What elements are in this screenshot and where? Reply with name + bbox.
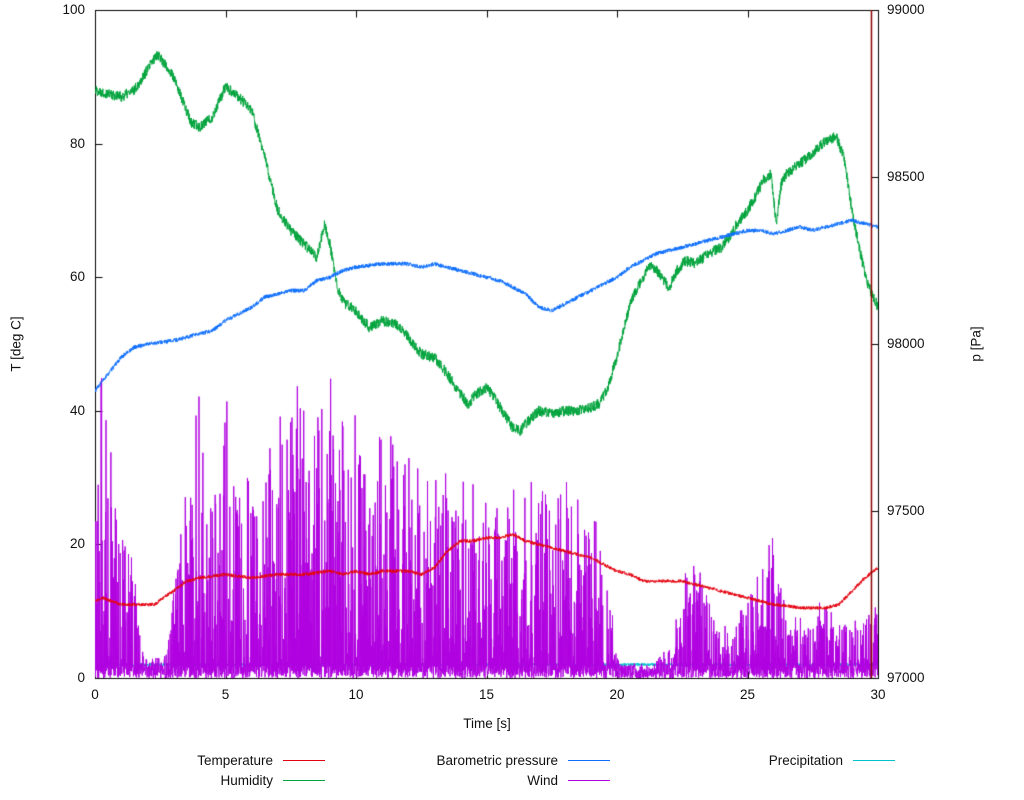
y-left-tick-label: 80 xyxy=(69,135,85,151)
legend-item-barometric-pressure: Barometric pressure xyxy=(325,753,610,768)
x-tick-label: 25 xyxy=(739,687,756,702)
x-tick-label: 15 xyxy=(478,687,495,702)
legend-label-humidity: Humidity xyxy=(220,772,273,788)
y-right-tick-label: 98000 xyxy=(887,336,925,351)
chart-legend: Temperature Barometric pressure Precipitat… xyxy=(40,750,940,790)
y-left-tick-label: 60 xyxy=(69,269,85,285)
y-right-tick-label: 99000 xyxy=(887,2,925,17)
y-left-tick-label: 20 xyxy=(69,536,85,552)
legend-line-sample-temperature xyxy=(283,759,325,761)
legend-label-barometric-pressure: Barometric pressure xyxy=(436,752,558,768)
x-tick-label: 30 xyxy=(870,687,886,702)
legend-line-sample-barometric-pressure xyxy=(568,759,610,761)
y-right-tick-label: 97000 xyxy=(887,670,925,685)
legend-line-sample-wind xyxy=(568,779,610,781)
y-left-tick-label: 40 xyxy=(69,402,85,418)
legend-label-temperature: Temperature xyxy=(197,752,273,768)
legend-row-2: Humidity Wind xyxy=(40,770,940,790)
y-axis-right-label: p [Pa] xyxy=(968,326,984,362)
legend-label-wind: Wind xyxy=(527,772,558,788)
y-axis-left-label: T [deg C] xyxy=(8,316,24,372)
x-tick-label: 20 xyxy=(609,687,625,702)
x-tick-label: 10 xyxy=(348,687,364,702)
legend-item-humidity: Humidity xyxy=(40,773,325,788)
legend-item-wind: Wind xyxy=(325,773,610,788)
y-right-tick-label: 97500 xyxy=(887,503,925,518)
legend-label-precipitation: Precipitation xyxy=(768,752,843,768)
legend-item-temperature: Temperature xyxy=(40,753,325,768)
legend-line-sample-humidity xyxy=(283,779,325,781)
legend-row-1: Temperature Barometric pressure Precipitat… xyxy=(40,750,940,770)
x-tick-label: 0 xyxy=(91,687,99,702)
y-right-tick-label: 98500 xyxy=(887,169,925,184)
y-left-tick-label: 0 xyxy=(77,670,85,685)
legend-item-precipitation: Precipitation xyxy=(610,753,895,768)
x-tick-label: 5 xyxy=(221,687,230,702)
x-axis-label: Time [s] xyxy=(463,716,511,731)
legend-line-sample-precipitation xyxy=(853,759,895,761)
y-left-tick-label: 100 xyxy=(62,2,85,17)
